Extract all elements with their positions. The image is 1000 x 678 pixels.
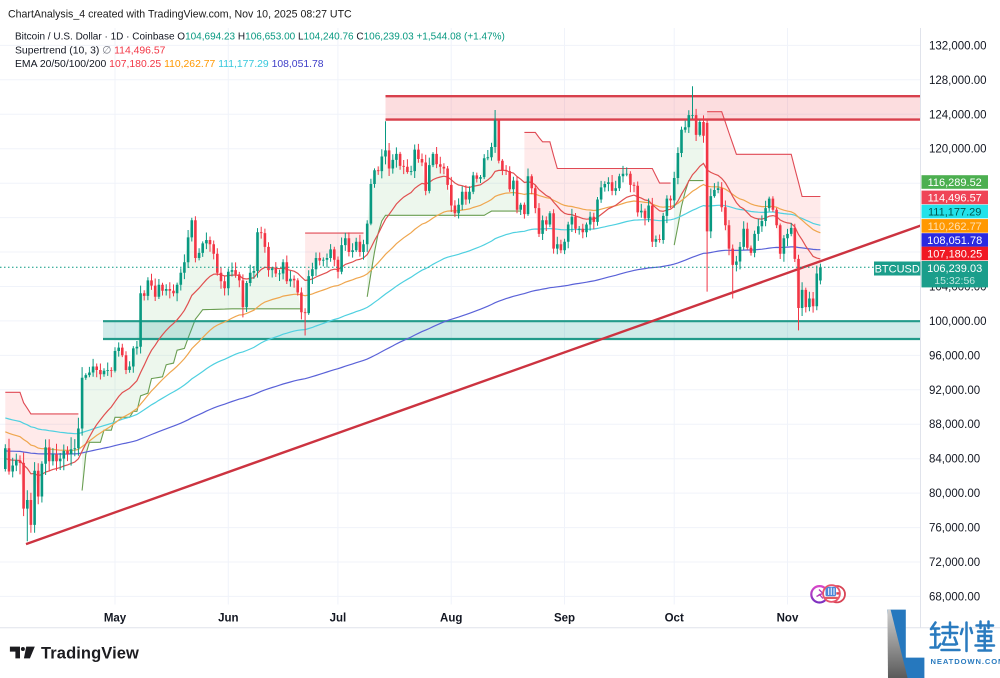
svg-text:116,289.52: 116,289.52 [928, 177, 982, 189]
svg-text:106,239.03: 106,239.03 [927, 263, 982, 275]
svg-text:15:32:56: 15:32:56 [934, 275, 975, 287]
svg-text:TradingView: TradingView [41, 644, 139, 662]
svg-text:Aug: Aug [440, 613, 462, 625]
svg-text:84,000.00: 84,000.00 [929, 454, 980, 466]
svg-text:Supertrend (10, 3) ∅ 114,496.5: Supertrend (10, 3) ∅ 114,496.57 [15, 45, 166, 56]
svg-text:128,000.00: 128,000.00 [929, 75, 987, 87]
svg-text:Nov: Nov [777, 613, 799, 625]
svg-text:NEATDOWN.COM: NEATDOWN.COM [931, 657, 1000, 666]
svg-text:BTCUSD: BTCUSD [875, 263, 920, 275]
svg-text:May: May [104, 613, 127, 625]
svg-text:108,051.78: 108,051.78 [927, 235, 982, 247]
svg-text:111,177.29: 111,177.29 [928, 207, 981, 219]
svg-text:Oct: Oct [665, 613, 684, 625]
svg-text:88,000.00: 88,000.00 [929, 419, 980, 431]
svg-text:Sep: Sep [554, 613, 575, 625]
svg-text:76,000.00: 76,000.00 [929, 523, 980, 535]
svg-text:80,000.00: 80,000.00 [929, 488, 980, 500]
svg-text:110,262.77: 110,262.77 [928, 221, 982, 233]
svg-text:68,000.00: 68,000.00 [929, 591, 980, 603]
svg-text:96,000.00: 96,000.00 [929, 350, 980, 362]
svg-text:107,180.25: 107,180.25 [927, 249, 982, 261]
svg-text:Jun: Jun [218, 613, 238, 625]
svg-text:124,000.00: 124,000.00 [929, 109, 987, 121]
svg-text:132,000.00: 132,000.00 [929, 40, 987, 52]
svg-text:120,000.00: 120,000.00 [929, 144, 987, 156]
svg-text:72,000.00: 72,000.00 [929, 557, 980, 569]
svg-text:114,496.57: 114,496.57 [928, 192, 982, 204]
svg-text:EMA 20/50/100/200 107,180.25 1: EMA 20/50/100/200 107,180.25 110,262.77 … [15, 59, 324, 70]
svg-text:ChartAnalysis_4 created with T: ChartAnalysis_4 created with TradingView… [8, 9, 352, 21]
svg-text:92,000.00: 92,000.00 [929, 385, 980, 397]
svg-text:100,000.00: 100,000.00 [929, 316, 987, 328]
svg-text:Jul: Jul [330, 613, 347, 625]
svg-text:Bitcoin / U.S. Dollar · 1D · C: Bitcoin / U.S. Dollar · 1D · Coinbase O1… [15, 32, 505, 43]
